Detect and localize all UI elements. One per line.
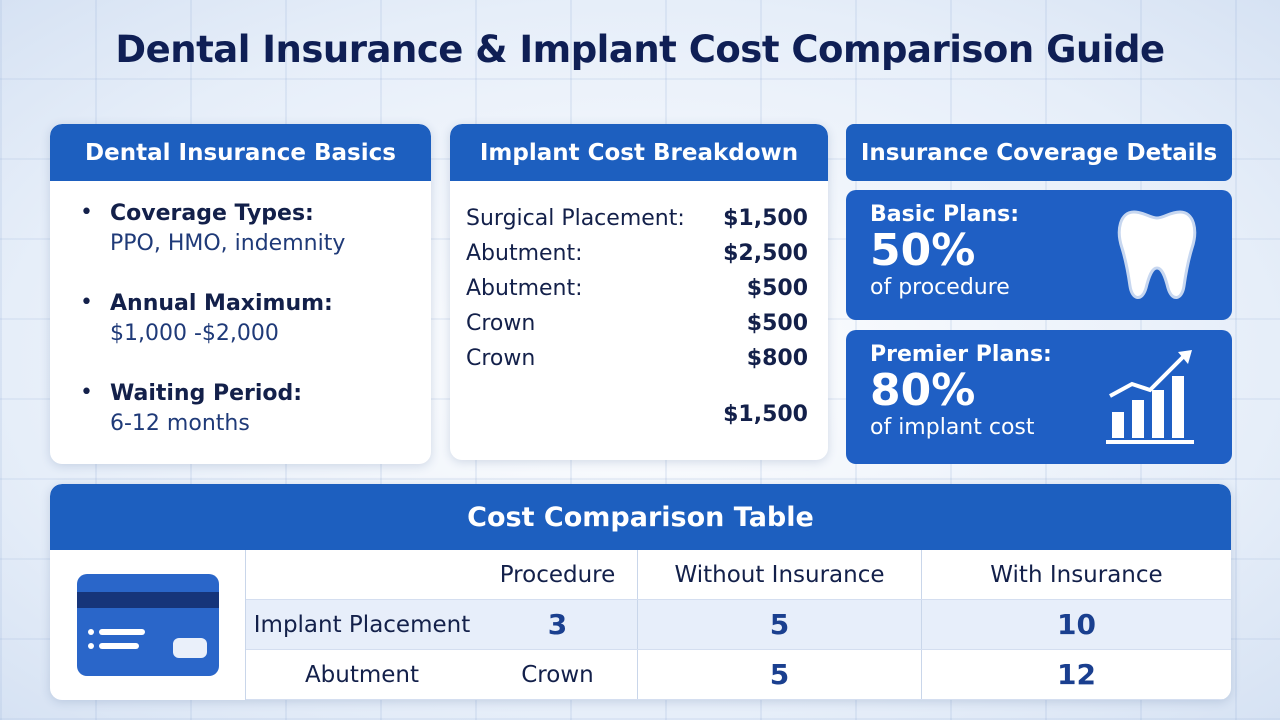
column-header-without-insurance: Without Insurance xyxy=(638,550,922,599)
cost-amount: $800 xyxy=(746,346,808,371)
without-insurance-cell: 5 xyxy=(638,600,922,649)
cost-label: Surgical Placement: xyxy=(466,206,685,231)
plan-name: Premier Plans: xyxy=(870,342,1052,367)
cost-comparison-table: Procedure Without Insurance With Insuran… xyxy=(246,550,1231,700)
row-name: Implant Placement xyxy=(253,611,471,638)
cost-amount: $500 xyxy=(746,276,808,301)
cost-row: Crown $800 xyxy=(466,341,808,376)
cost-comparison-card: Cost Comparison Table Procedure Without … xyxy=(50,484,1231,700)
basics-item-label: Annual Maximum: xyxy=(110,291,333,316)
basics-item-value: PPO, HMO, indemnity xyxy=(110,231,346,256)
procedure-cell: 3 xyxy=(478,600,638,649)
cost-row: Abutment: $500 xyxy=(466,271,808,306)
column-header-procedure: Procedure xyxy=(478,550,638,599)
implant-cost-card: Implant Cost Breakdown Surgical Placemen… xyxy=(450,124,828,460)
plan-percent: 80% xyxy=(870,365,976,416)
premier-plan-card: Premier Plans: 80% of implant cost xyxy=(846,330,1232,464)
basics-item-value: $1,000 -$2,000 xyxy=(110,321,279,346)
tooth-icon xyxy=(1114,206,1200,310)
insurance-basics-heading: Dental Insurance Basics xyxy=(50,124,431,181)
basics-item-label: Coverage Types: xyxy=(110,201,314,226)
cost-total: $1,500 xyxy=(723,402,808,427)
plan-description: of procedure xyxy=(870,275,1010,300)
bullet-icon: • xyxy=(80,200,93,225)
credit-card-icon xyxy=(50,550,246,700)
cost-comparison-heading: Cost Comparison Table xyxy=(50,484,1231,550)
cost-amount: $500 xyxy=(746,311,808,336)
basics-item: • Annual Maximum: $1,000 -$2,000 xyxy=(80,289,401,349)
without-insurance-cell: 5 xyxy=(638,650,922,699)
plan-name: Basic Plans: xyxy=(870,202,1020,227)
cost-row: Surgical Placement: $1,500 xyxy=(466,201,808,236)
table-row: Implant Placement 3 5 10 xyxy=(246,600,1231,650)
cost-row: Abutment: $2,500 xyxy=(466,236,808,271)
with-insurance-cell: 12 xyxy=(1057,658,1096,691)
cost-label: Crown xyxy=(466,346,536,371)
row-name: Abutment xyxy=(304,661,420,688)
table-header-row: Procedure Without Insurance With Insuran… xyxy=(246,550,1231,600)
plan-description: of implant cost xyxy=(870,415,1035,440)
column-header-with-insurance: With Insurance xyxy=(990,561,1163,588)
basics-item-value: 6-12 months xyxy=(110,411,250,436)
basics-item-label: Waiting Period: xyxy=(110,381,303,406)
coverage-heading: Insurance Coverage Details xyxy=(846,124,1232,181)
basics-item: • Coverage Types: PPO, HMO, indemnity xyxy=(80,199,401,259)
bullet-icon: • xyxy=(80,380,93,405)
insurance-basics-card: Dental Insurance Basics • Coverage Types… xyxy=(50,124,431,464)
growth-chart-icon xyxy=(1104,346,1200,450)
procedure-cell: Crown xyxy=(478,650,638,699)
bullet-icon: • xyxy=(80,290,93,315)
plan-percent: 50% xyxy=(870,225,976,276)
page-title: Dental Insurance & Implant Cost Comparis… xyxy=(115,28,1165,71)
implant-cost-heading: Implant Cost Breakdown xyxy=(450,124,828,181)
cost-label: Abutment: xyxy=(466,241,583,266)
basics-item: • Waiting Period: 6-12 months xyxy=(80,379,401,439)
basic-plan-card: Basic Plans: 50% of procedure xyxy=(846,190,1232,320)
cost-row: Crown $500 xyxy=(466,306,808,341)
with-insurance-cell: 10 xyxy=(1057,608,1096,641)
cost-amount: $2,500 xyxy=(723,241,808,266)
cost-amount: $1,500 xyxy=(723,206,808,231)
cost-label: Abutment: xyxy=(466,276,583,301)
cost-label: Crown xyxy=(466,311,536,336)
table-row: Abutment Crown 5 12 xyxy=(246,650,1231,700)
